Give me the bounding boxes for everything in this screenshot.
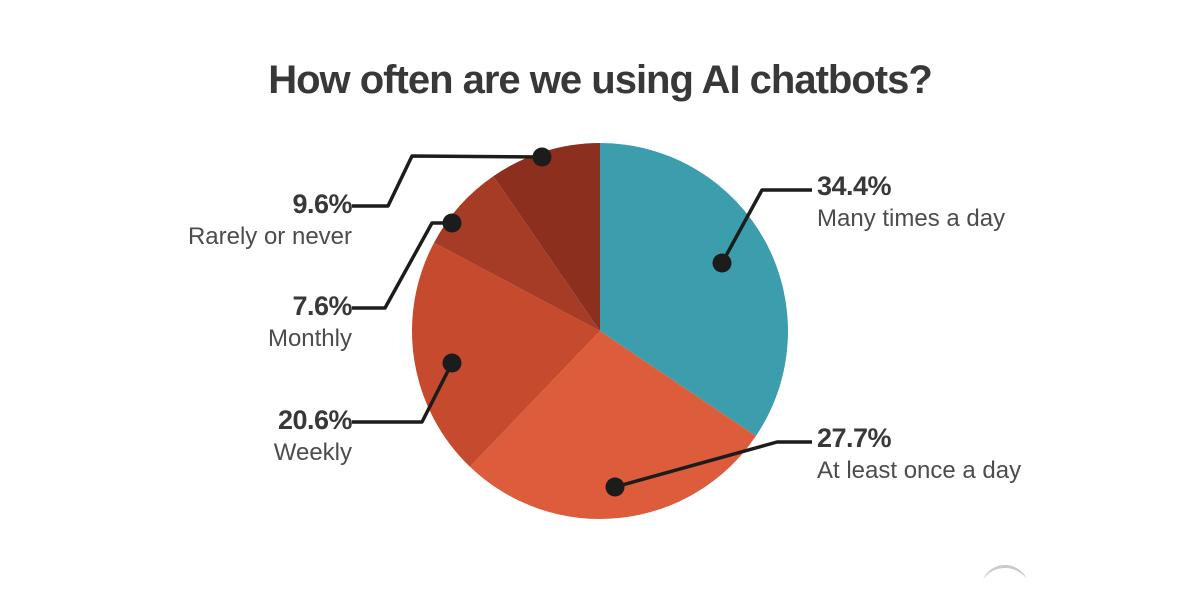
callout-dot-at-least-once-a-day [605,477,625,497]
percent-value: 20.6% [277,405,353,435]
percent-value: 9.6% [292,189,352,219]
pie-slice-at-least-once-a-day [469,331,756,520]
callout-label-at-least-once-a-day: 27.7% At least once a day [817,424,1021,484]
callout-label-monthly: 7.6% Monthly [267,291,353,353]
pie-slice-monthly [434,176,600,331]
percent-value: 7.6% [292,291,352,321]
segment-name: Many times a day [817,205,1006,233]
callout-dot-rarely-or-never [532,147,552,167]
percent-value: 34.4% [817,171,892,201]
percent-value: 27.7% [817,423,892,453]
callout-dot-weekly [442,353,462,373]
pie-slice-many-times-a-day [600,143,789,437]
callout-dot-many-times-a-day [712,253,732,273]
callout-line-at-least-once-a-day [614,440,812,489]
callout-line-rarely-or-never [352,154,541,208]
callout-line-weekly [352,362,454,424]
watermark-arc-mask [978,568,1032,600]
watermark [978,565,1032,600]
segment-name: At least once a day [817,457,1022,485]
pie-slice-weekly [411,242,600,467]
chart-title: How often are we using AI chatbots? [268,58,933,102]
callout-label-many-times-a-day: 34.4% Many times a day [817,172,1005,232]
pie-slice-rarely-or-never [493,143,600,331]
callout-line-many-times-a-day [720,188,812,264]
callout-line-monthly [352,221,452,310]
callout-lines [352,147,812,497]
segment-name: Weekly [273,439,352,467]
segment-name: Monthly [267,325,352,353]
callout-label-rarely-or-never: 9.6% Rarely or never [187,189,353,251]
segment-name: Rarely or never [187,223,352,251]
pie-slices [411,143,789,520]
callout-label-weekly: 20.6% Weekly [273,405,353,467]
callout-dot-monthly [442,213,462,233]
